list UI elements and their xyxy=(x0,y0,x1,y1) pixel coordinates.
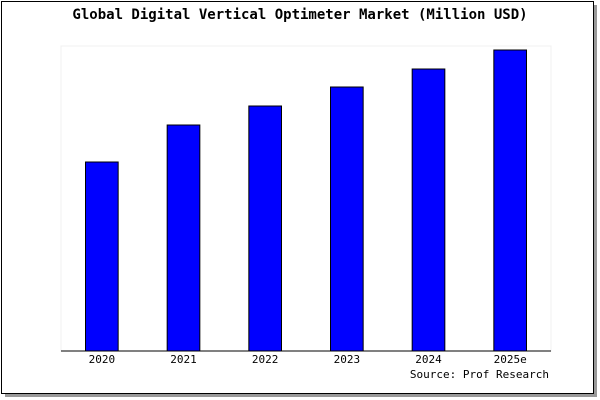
x-tick-label: 2022 xyxy=(252,353,279,366)
bar xyxy=(85,161,119,352)
x-tick-label: 2024 xyxy=(415,353,442,366)
x-tick-label: 2020 xyxy=(89,353,116,366)
bar xyxy=(330,86,364,352)
bar xyxy=(248,105,282,352)
bar xyxy=(411,68,446,352)
plot-area xyxy=(60,45,552,352)
source-note: Source: Prof Research xyxy=(410,368,549,381)
x-tick-label: 2021 xyxy=(170,353,197,366)
bar xyxy=(493,49,528,352)
bars xyxy=(85,49,528,352)
bar xyxy=(166,124,201,352)
x-tick-label: 2023 xyxy=(334,353,361,366)
x-tick-label: 2025e xyxy=(494,353,527,366)
chart-title: Global Digital Vertical Optimeter Market… xyxy=(72,7,527,23)
